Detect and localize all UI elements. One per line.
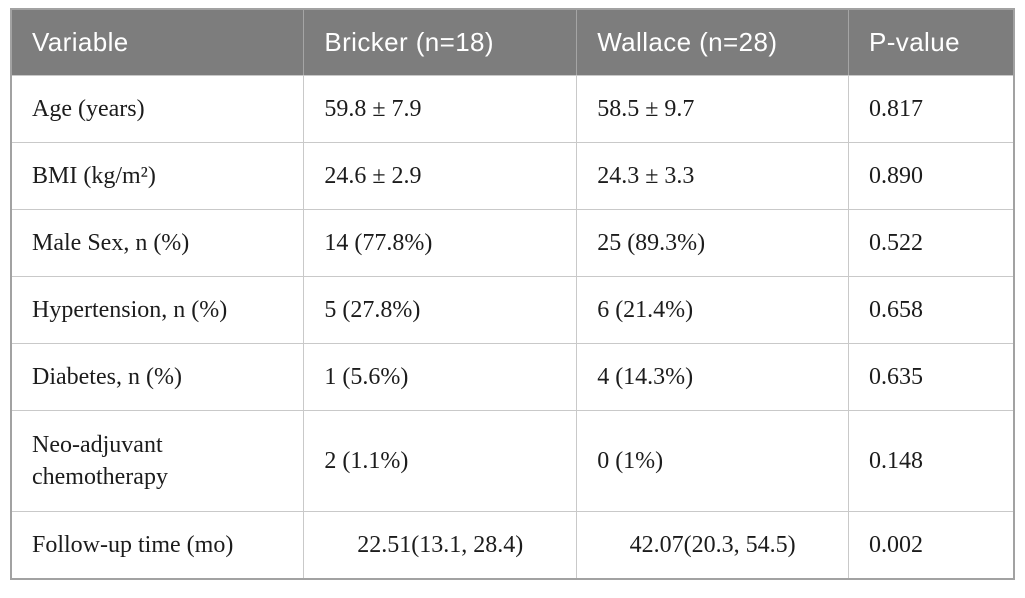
table-row-hypertension: Hypertension, n (%) 5 (27.8%) 6 (21.4%) … <box>10 276 1015 344</box>
table-row-age: Age (years) 59.8 ± 7.9 58.5 ± 9.7 0.817 <box>10 75 1015 143</box>
cell-pvalue: 0.817 <box>848 75 1015 143</box>
cell-wallace: 42.07(20.3, 54.5) <box>576 511 849 580</box>
cell-bricker: 22.51(13.1, 28.4) <box>303 511 578 580</box>
table-row-male-sex: Male Sex, n (%) 14 (77.8%) 25 (89.3%) 0.… <box>10 209 1015 277</box>
cell-bricker: 59.8 ± 7.9 <box>303 75 578 143</box>
cell-pvalue: 0.002 <box>848 511 1015 580</box>
cell-bricker: 1 (5.6%) <box>303 343 578 411</box>
cell-variable: Follow-up time (mo) <box>10 511 305 580</box>
cell-bricker: 14 (77.8%) <box>303 209 578 277</box>
cell-bricker: 24.6 ± 2.9 <box>303 142 578 210</box>
cell-pvalue: 0.635 <box>848 343 1015 411</box>
cell-wallace: 0 (1%) <box>576 410 849 512</box>
baseline-characteristics-table: Variable Bricker (n=18) Wallace (n=28) P… <box>10 8 1015 580</box>
header-row: Variable Bricker (n=18) Wallace (n=28) P… <box>11 9 1014 76</box>
cell-bricker: 5 (27.8%) <box>303 276 578 344</box>
cell-pvalue: 0.148 <box>848 410 1015 512</box>
table-row-neoadjuvant: Neo-adjuvant chemotherapy 2 (1.1%) 0 (1%… <box>10 410 1015 512</box>
table-row-followup: Follow-up time (mo) 22.51(13.1, 28.4) 42… <box>10 511 1015 580</box>
column-header-wallace: Wallace (n=28) <box>576 9 849 76</box>
cell-wallace: 58.5 ± 9.7 <box>576 75 849 143</box>
cell-pvalue: 0.658 <box>848 276 1015 344</box>
cell-wallace: 4 (14.3%) <box>576 343 849 411</box>
column-header-bricker: Bricker (n=18) <box>303 9 577 76</box>
cell-variable: Neo-adjuvant chemotherapy <box>10 410 305 512</box>
cell-wallace: 25 (89.3%) <box>576 209 849 277</box>
column-header-pvalue: P-value <box>848 9 1014 76</box>
cell-variable: BMI (kg/m²) <box>10 142 305 210</box>
table-row-bmi: BMI (kg/m²) 24.6 ± 2.9 24.3 ± 3.3 0.890 <box>10 142 1015 210</box>
table-row-diabetes: Diabetes, n (%) 1 (5.6%) 4 (14.3%) 0.635 <box>10 343 1015 411</box>
cell-variable: Age (years) <box>10 75 305 143</box>
cell-pvalue: 0.890 <box>848 142 1015 210</box>
cell-variable: Diabetes, n (%) <box>10 343 305 411</box>
column-header-variable: Variable <box>11 9 304 76</box>
cell-variable: Hypertension, n (%) <box>10 276 305 344</box>
cell-wallace: 6 (21.4%) <box>576 276 849 344</box>
cell-wallace: 24.3 ± 3.3 <box>576 142 849 210</box>
cell-pvalue: 0.522 <box>848 209 1015 277</box>
cell-variable: Male Sex, n (%) <box>10 209 305 277</box>
cell-bricker: 2 (1.1%) <box>303 410 578 512</box>
